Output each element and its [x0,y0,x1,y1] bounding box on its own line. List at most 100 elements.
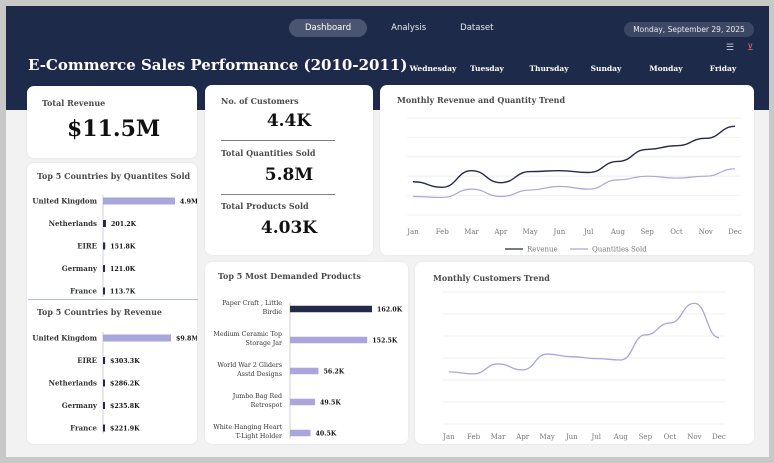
quantities-value: 5.8M [264,165,314,185]
data-label: 56.2K [323,369,344,376]
bar [103,379,105,387]
x-tick-label: Feb [467,433,481,441]
countries-rev-chart: United Kingdom $9.8M EIRE $303.3K Netherland… [32,332,197,434]
x-tick-label: Jan [406,228,419,236]
x-tick-label: May [540,433,555,441]
kpi-divider [221,194,335,195]
category-label: United Kingdom [32,197,97,206]
data-label: 40.5K [316,431,337,438]
kpi-card: No. of Customers 4.4K Total Quantities S… [205,85,373,255]
category-label: T-Light Holder [236,433,283,440]
tab-analysis[interactable]: Analysis [391,23,427,33]
revenue-card: Total Revenue $11.5M [27,86,197,158]
rev-qty-trend-card: Monthly Revenue and Quantity Trend Jan Fe… [380,85,754,255]
category-label: EIRE [77,242,97,251]
x-tick-label: Sep [640,228,654,236]
category-label: France [70,424,97,433]
x-tick-label: May [522,228,537,236]
legend-label: Quantities Sold [592,246,647,254]
x-tick-label: Jun [552,228,565,236]
category-label: White Hanging Heart [213,424,282,431]
bar [103,287,105,295]
series-line [448,302,720,375]
revenue-label: Total Revenue [42,98,106,108]
countries-qty-title: Top 5 Countries by Quantites Sold [37,171,191,181]
day-filter-monday[interactable]: Monday [649,64,683,73]
nav-tabs: Dashboard Analysis Dataset [289,19,503,37]
x-tick-label: Nov [687,433,701,441]
x-tick-label: Dec [712,433,726,441]
x-tick-label: Aug [613,433,629,441]
x-tick-label: Jun [565,433,578,441]
page-title: E-Commerce Sales Performance (2010-2011) [28,56,408,74]
x-tick-label: Apr [493,228,508,236]
day-filter-sunday[interactable]: Sunday [590,64,622,73]
category-label: Netherlands [49,219,97,228]
bar [103,220,106,227]
x-tick-label: Mar [464,228,479,236]
category-label: France [70,287,97,296]
category-label: Jumbo Bag Red [232,393,282,400]
data-label: 4.9M [180,199,197,206]
bar [290,367,319,375]
legend-label: Revenue [527,246,558,254]
category-label: Birdie [263,309,283,316]
date-display: Monday, September 29, 2025 [624,22,754,37]
data-label: $235.8K [110,403,140,410]
products-value: 4.03K [260,218,318,238]
category-label: Paper Craft , Little [222,300,282,307]
day-filter-friday[interactable]: Friday [709,64,737,73]
dashboard: Dashboard Analysis Dataset Monday, Septe… [6,6,769,457]
countries-rev-title: Top 5 Countries by Revenue [37,307,162,317]
category-label: EIRE [77,356,97,365]
data-label: $303.3K [110,358,140,365]
data-label: 162.0K [377,307,403,314]
revenue-value: $11.5M [67,116,161,142]
x-tick-label: Feb [436,228,450,236]
day-filter-thursday[interactable]: Thursday [529,64,569,73]
clear-filter-icon[interactable]: ⊻ [747,43,754,53]
bar [103,197,175,205]
category-label: World War 2 Gliders [217,362,282,369]
category-label: Netherlands [49,379,97,388]
products-card: Top 5 Most Demanded Products Paper Craft… [205,262,408,444]
bar [103,424,105,432]
kpi-divider [221,140,335,141]
bar [290,305,372,313]
rev-qty-trend-title: Monthly Revenue and Quantity Trend [397,95,566,105]
bar [290,429,311,437]
tab-dashboard[interactable]: Dashboard [289,19,368,37]
list-filter-icon[interactable]: ☰ [726,43,735,53]
category-label: Medium Ceramic Top [213,331,282,338]
x-tick-label: Jul [590,433,601,441]
bar [103,265,105,272]
customers-trend-card: Monthly Customers Trend Jan Feb Mar Apr May J… [415,262,754,444]
x-tick-label: Mar [491,433,506,441]
x-tick-label: Apr [515,433,530,441]
day-filter-wednesday[interactable]: Wednesday [409,64,457,73]
tab-dataset[interactable]: Dataset [460,23,494,33]
customers-trend-chart: Jan Feb Mar Apr May Jun Jul Aug Sep Oct Nov Dec [442,291,726,441]
x-tick-label: Dec [728,228,742,236]
category-label: Germany [62,401,98,410]
category-label: United Kingdom [32,334,97,343]
data-label: 121.0K [110,266,136,273]
category-label: Asstd Designs [236,371,282,378]
x-tick-label: Jan [442,433,455,441]
products-title: Top 5 Most Demanded Products [218,271,361,281]
x-tick-label: Aug [610,228,626,236]
quantities-label: Total Quantities Sold [221,148,316,158]
customers-trend-title: Monthly Customers Trend [433,273,550,283]
bar [103,357,106,364]
category-label: Germany [62,264,98,273]
rev-qty-trend-chart: Jan Feb Mar Apr May Jun Jul Aug Sep Oct Nov Dec Reve… [406,117,742,254]
series-line [412,125,736,188]
products-label: Total Products Sold [221,201,309,211]
bar [103,242,106,250]
data-label: 151.8K [110,244,136,251]
day-filter-tuesday[interactable]: Tuesday [470,64,504,73]
bar [290,398,316,406]
data-label: 152.5K [372,338,398,345]
x-tick-label: Nov [699,228,713,236]
category-label: Retrospot [251,402,283,409]
